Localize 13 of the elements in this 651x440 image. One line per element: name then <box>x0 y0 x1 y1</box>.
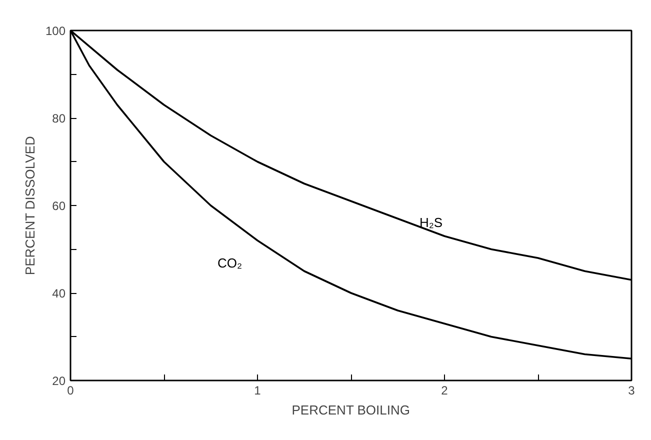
y-tick-label: 20 <box>52 374 66 388</box>
y-axis-title: PERCENT DISSOLVED <box>22 136 38 276</box>
y-tick-label: 60 <box>52 199 66 213</box>
y-tick-label: 80 <box>52 112 66 126</box>
series-label: CO₂ <box>218 256 242 270</box>
x-tick-label: 0 <box>67 384 74 398</box>
x-tick-label: 2 <box>441 384 448 398</box>
y-tick-label: 100 <box>45 24 66 38</box>
x-tick-label: 1 <box>254 384 262 398</box>
series-label: H₂S <box>420 215 443 230</box>
x-axis-title: PERCENT BOILING <box>292 402 410 418</box>
x-tick-label: 3 <box>628 384 636 398</box>
y-tick-label: 40 <box>52 286 66 300</box>
